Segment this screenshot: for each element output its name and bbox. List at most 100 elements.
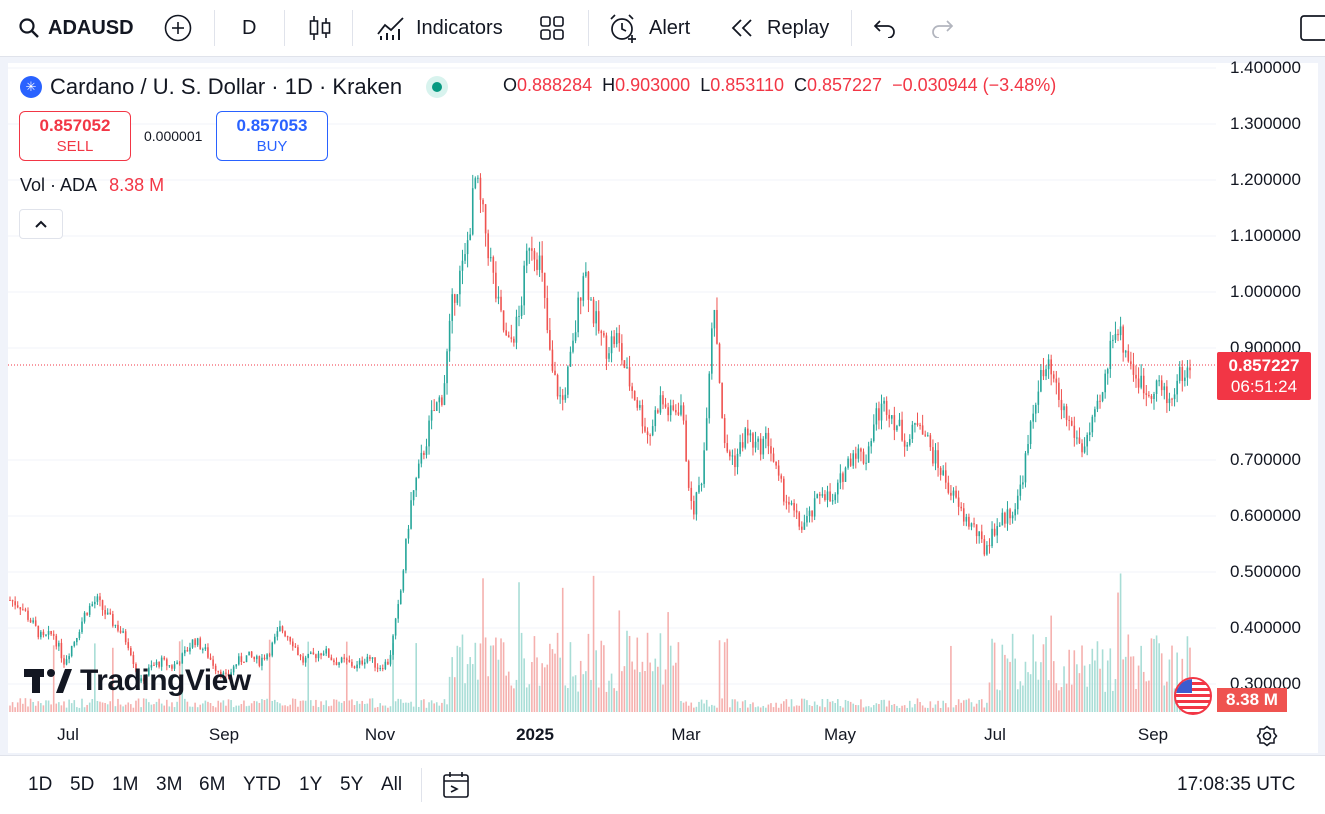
volume-bar [703,703,705,712]
timeframe-button[interactable]: 5D [70,774,95,795]
alert-button[interactable]: Alert [607,0,690,56]
timeframe-button[interactable]: 5Y [340,774,364,795]
timeframe-button[interactable]: 1M [112,774,139,795]
candle-body [970,523,973,527]
volume-bar [58,702,60,712]
volume-bar [507,671,510,712]
volume-bar [1094,660,1096,712]
volume-bar [988,682,991,712]
candle-body [628,367,631,387]
grid [8,67,1216,685]
volume-bar [117,698,119,712]
candle-body [196,638,199,645]
volume-bar [610,673,613,712]
candle-body [248,651,250,656]
candle-body [962,508,965,522]
volume-bar [24,698,27,712]
volume-bar [173,707,176,712]
volume-bar [52,645,55,712]
volume-bar [939,707,942,712]
volume-bar [718,640,721,712]
volume-bar [271,700,274,712]
price-axis-label: 1.100000 [1230,226,1301,245]
replay-button[interactable]: Replay [729,0,829,56]
candle-body [1060,399,1063,411]
candle-body [993,528,996,536]
settings-button[interactable] [1256,725,1278,752]
candle-body [366,656,369,663]
candle-body [790,502,793,505]
redo-button[interactable] [930,0,954,56]
candle-body [844,467,847,482]
change-value: −0.030944 (−3.48%) [892,75,1057,95]
chevron-up-icon [35,220,47,228]
candle-body [752,433,754,448]
clock[interactable]: 17:08:35 UTC [1177,774,1296,795]
candle-body [890,415,893,419]
symbol-search[interactable]: ADAUSD [18,0,134,56]
volume-bar [294,698,297,712]
volume-bar [1127,634,1130,712]
volume-bar [112,647,114,712]
gear-icon [1256,725,1278,747]
volume-bar [816,704,819,712]
candle-body [803,522,806,530]
time-axis[interactable]: Jul Sep Nov 2025 Mar May Jul Sep [8,720,1218,750]
volume-bar [1040,662,1042,712]
date-range-button[interactable] [441,770,471,805]
candle-body [955,490,957,498]
timeframe-button[interactable]: 3M [156,774,183,795]
candle-body [356,664,358,669]
compare-button[interactable] [163,0,193,56]
top-toolbar: ADAUSD D Indicators Alert Replay [0,0,1325,57]
timeframe-button[interactable]: 1D [28,774,53,795]
volume-bar [649,662,651,712]
candle-body [672,405,675,411]
volume-bar [1011,633,1014,712]
chart-type-button[interactable] [308,0,332,56]
candle-body [641,405,644,427]
candle-body [675,410,677,413]
volume-bar [713,705,716,712]
candle-body [220,671,222,677]
timeframe-button[interactable]: All [381,774,403,795]
volume-bar [780,703,783,712]
volume-bar [263,700,266,712]
volume-bar [253,700,256,712]
interval-button[interactable]: D [242,16,257,39]
timeframe-button[interactable]: 6M [199,774,226,795]
fullscreen-button[interactable] [1300,0,1325,56]
volume-bar [27,706,29,712]
candle-body [998,525,1001,527]
volume-bar [906,707,909,712]
undo-button[interactable] [873,0,897,56]
sell-button[interactable]: 0.857052 SELL [19,111,131,161]
volume-bar [862,707,865,712]
collapse-legend-button[interactable] [19,209,63,239]
timeframe-button[interactable]: 1Y [299,774,323,795]
candle-body [163,657,166,660]
volume-bar [1078,673,1081,712]
indicators-button[interactable]: Indicators [376,0,503,56]
candle-body [901,419,903,441]
timeframe-button[interactable]: YTD [243,774,281,795]
search-icon [19,18,39,38]
candle-body [736,453,739,468]
volume-bar [240,704,243,712]
candle-body [525,250,528,266]
symbol-title[interactable]: Cardano / U. S. Dollar · 1D · Kraken [50,74,403,99]
volume-bar [315,699,317,712]
candle-body [338,662,340,665]
volume-bar [482,578,484,712]
volume-bar [914,704,916,712]
candle-body [1034,404,1037,414]
candle-body [307,653,310,658]
volume-bar [1117,592,1119,712]
volume-bar [908,700,911,712]
volume-bar [731,699,734,712]
volume-bar [1166,681,1168,712]
layouts-button[interactable] [539,0,565,56]
candle-body [76,637,78,643]
buy-button[interactable]: 0.857053 BUY [216,111,328,161]
